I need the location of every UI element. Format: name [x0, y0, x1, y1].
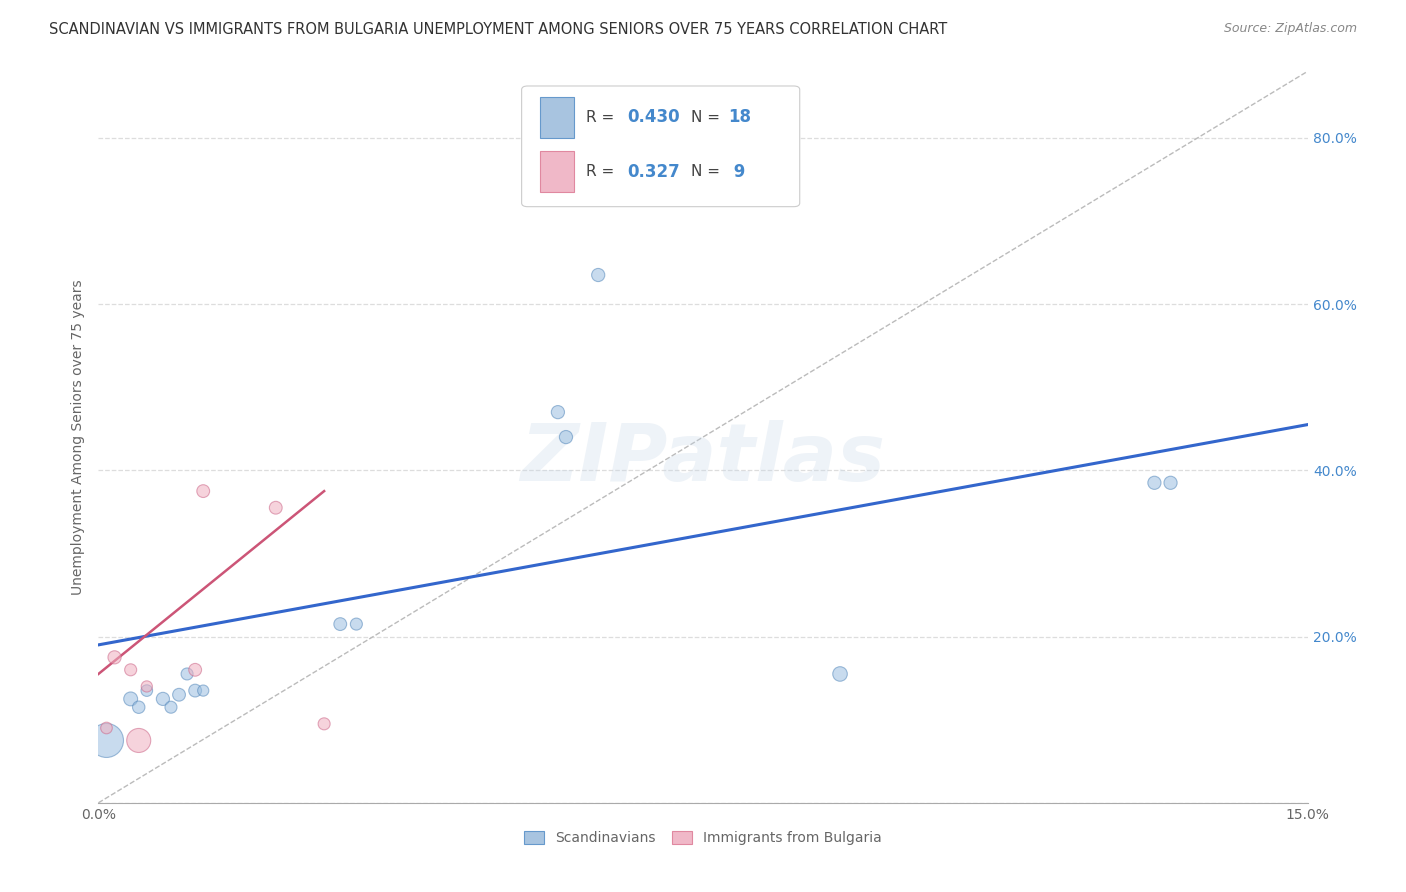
FancyBboxPatch shape — [540, 152, 574, 192]
Text: N =: N = — [690, 110, 724, 125]
Point — [344, 617, 367, 632]
Point — [828, 667, 851, 681]
Text: 18: 18 — [728, 109, 751, 127]
Point — [103, 650, 125, 665]
Point — [329, 617, 352, 632]
Point — [176, 667, 198, 681]
Y-axis label: Unemployment Among Seniors over 75 years: Unemployment Among Seniors over 75 years — [70, 279, 84, 595]
Point — [193, 683, 215, 698]
Point — [264, 500, 287, 515]
Point — [152, 692, 174, 706]
Point — [96, 721, 118, 735]
Text: 0.327: 0.327 — [627, 162, 679, 180]
Point — [160, 700, 183, 714]
Point — [1160, 475, 1182, 490]
Text: R =: R = — [586, 164, 619, 179]
Text: 9: 9 — [728, 162, 745, 180]
FancyBboxPatch shape — [522, 86, 800, 207]
Text: Source: ZipAtlas.com: Source: ZipAtlas.com — [1223, 22, 1357, 36]
Point — [135, 683, 157, 698]
Point — [1143, 475, 1166, 490]
Point — [184, 683, 207, 698]
Legend: Scandinavians, Immigrants from Bulgaria: Scandinavians, Immigrants from Bulgaria — [519, 825, 887, 851]
Point — [184, 663, 207, 677]
Point — [314, 716, 336, 731]
Point — [193, 484, 215, 499]
Point — [135, 680, 157, 694]
Point — [547, 405, 569, 419]
Text: 0.430: 0.430 — [627, 109, 679, 127]
Point — [120, 663, 142, 677]
Point — [586, 268, 609, 282]
Point — [128, 700, 150, 714]
Point — [120, 692, 142, 706]
Text: N =: N = — [690, 164, 724, 179]
FancyBboxPatch shape — [540, 97, 574, 137]
Point — [555, 430, 578, 444]
Text: R =: R = — [586, 110, 619, 125]
Point — [96, 733, 118, 747]
Text: ZIPatlas: ZIPatlas — [520, 420, 886, 498]
Point — [128, 733, 150, 747]
Text: SCANDINAVIAN VS IMMIGRANTS FROM BULGARIA UNEMPLOYMENT AMONG SENIORS OVER 75 YEAR: SCANDINAVIAN VS IMMIGRANTS FROM BULGARIA… — [49, 22, 948, 37]
Point — [167, 688, 190, 702]
